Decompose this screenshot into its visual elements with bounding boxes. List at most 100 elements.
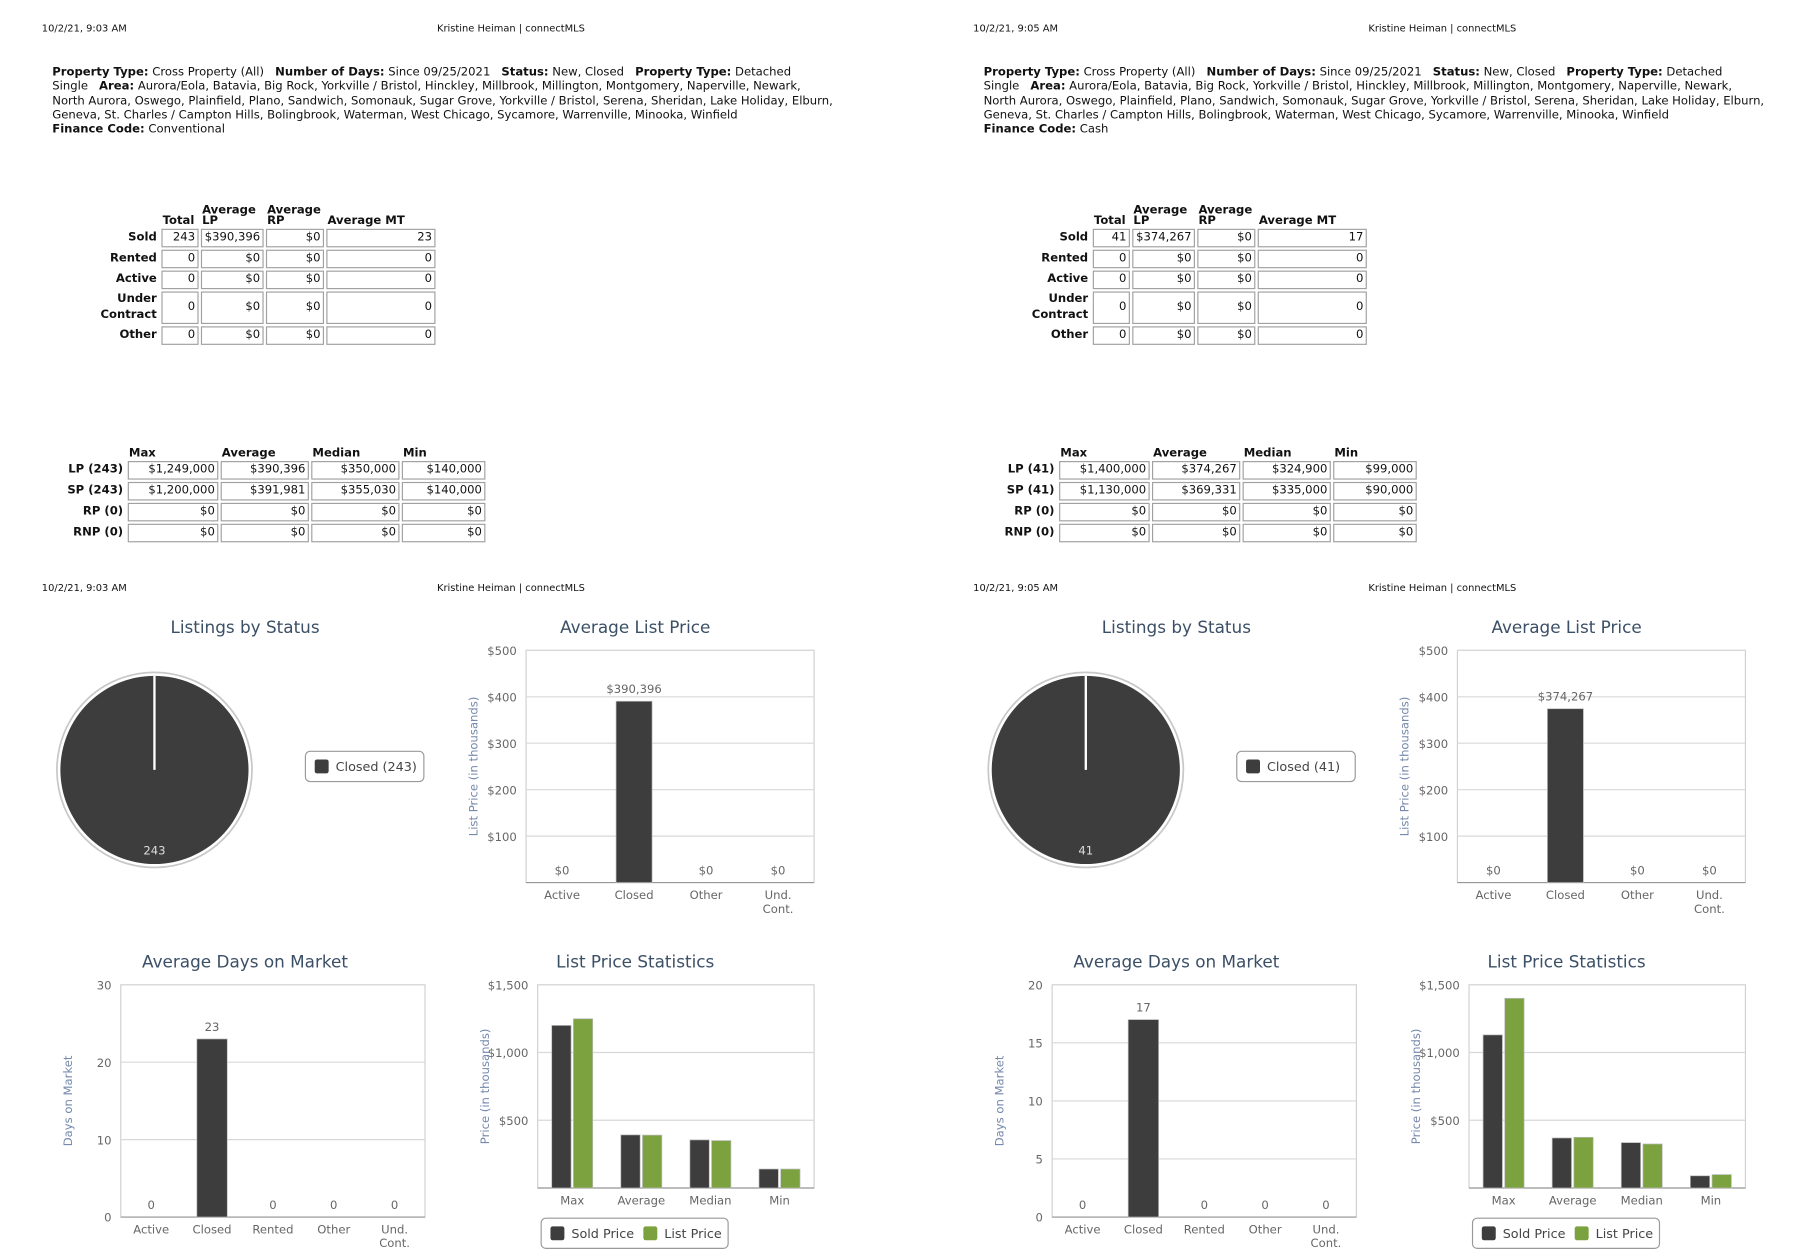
legend-box [304, 750, 425, 783]
chart-title: Average List Price [1491, 617, 1641, 637]
cell: $390,396 [220, 461, 309, 480]
y-tick-label: $400 [1419, 690, 1449, 704]
cell: 0 [161, 326, 199, 345]
cell: $0 [1242, 523, 1331, 543]
y-tick-label: $500 [499, 1114, 529, 1128]
x-tick-label: Min [769, 1193, 790, 1207]
cell: $0 [200, 249, 264, 269]
bar [1482, 1034, 1503, 1189]
bar [573, 1018, 594, 1189]
column-header: Median [1243, 447, 1292, 460]
header-row: Total Average LP Average RP Average MT [55, 205, 436, 228]
plot-frame [1456, 649, 1746, 884]
criterion-value: New, Closed [552, 66, 624, 79]
criterion-label: Status: [501, 66, 549, 79]
criterion-value: Aurora/Eola, Batavia, Big Rock, Yorkvill… [52, 80, 833, 122]
cell: $324,900 [1242, 461, 1331, 480]
cell: $0 [1197, 326, 1256, 345]
cell: $0 [1132, 326, 1195, 345]
cell: 0 [1257, 291, 1367, 324]
x-tick-label: Und. Cont. [379, 1222, 410, 1250]
data-label: $0 [1486, 863, 1501, 877]
column-header: Median [312, 447, 361, 460]
cell: $0 [1242, 502, 1331, 522]
x-tick-label: Rented [1184, 1222, 1225, 1236]
table-row: SP (243) $1,200,000 $391,981 $355,030 $140,0… [60, 481, 486, 501]
y-tick-label: $500 [1419, 644, 1449, 658]
y-axis-title: Days on Market [992, 1055, 1006, 1146]
data-label: 0 [1079, 1198, 1086, 1212]
cell: $0 [401, 523, 486, 543]
row-label: Under Contract [1031, 292, 1089, 322]
criterion-value: Since 09/25/2021 [1319, 66, 1422, 79]
y-tick-label: 10 [1028, 1095, 1043, 1109]
legend-label: List Price [1596, 1227, 1654, 1242]
corner [986, 206, 1091, 227]
cell: $0 [265, 228, 324, 248]
data-label: $390,396 [606, 682, 661, 696]
cell: 0 [326, 249, 436, 269]
data-label: 23 [205, 1020, 220, 1034]
x-tick-label: Max [1492, 1193, 1516, 1207]
table-row: Sold 41 $374,267 $0 17 [986, 228, 1367, 248]
agent: Kristine Heiman | connectMLS [1368, 23, 1517, 35]
cell: 17 [1257, 228, 1367, 248]
chart-title: List Price Statistics [1488, 951, 1646, 971]
criterion-value: Cross Property (All) [1083, 66, 1196, 79]
y-axis-title: Price (in thousands) [1409, 1029, 1423, 1145]
criterion-label: Finance Code: [983, 123, 1077, 137]
legend-swatch [1246, 759, 1260, 774]
price-table: Max Average Median Min LP (41) $1,400,000 $374… [989, 446, 1419, 545]
pie-ring [56, 671, 253, 869]
y-tick-label: $1,500 [1419, 978, 1460, 992]
x-tick-label: Active [133, 1222, 169, 1236]
criterion: Number of Days: Since 09/25/2021 [275, 66, 501, 79]
data-label: 0 [330, 1198, 337, 1212]
criterion-label: Finance Code: [52, 123, 145, 137]
cell: 0 [1257, 249, 1367, 269]
bar [711, 1140, 732, 1189]
cell: $0 [1197, 228, 1256, 248]
legend-swatch [1481, 1226, 1496, 1241]
row-label: Rented [109, 251, 157, 265]
row-label: Other [1050, 328, 1089, 342]
agent: Kristine Heiman | connectMLS [437, 23, 585, 35]
column-header: Min [1334, 447, 1359, 460]
x-tick-label: Active [1065, 1222, 1101, 1236]
column-header: Total [162, 214, 195, 228]
header-row: Max Average Median Min [60, 447, 485, 460]
criterion-value: Detached Single [983, 66, 1723, 94]
cell: $99,000 [1333, 461, 1417, 480]
row-label: Sold [128, 231, 157, 244]
cell: 23 [326, 228, 436, 248]
row-label: Active [115, 272, 157, 286]
x-tick-label: Median [689, 1193, 731, 1207]
column-header: Max [128, 447, 156, 460]
cell: $0 [1132, 270, 1195, 290]
table-row: Sold 243 $390,396 $0 23 [55, 228, 436, 248]
table-row: Under Contract 0 $0 $0 0 [55, 291, 436, 324]
bar [551, 1025, 572, 1189]
legend-box [1236, 750, 1356, 783]
criterion-value: Since 09/25/2021 [388, 66, 491, 79]
y-tick-label: $1,000 [488, 1046, 529, 1060]
cell: $350,000 [311, 461, 400, 480]
cell: $0 [1059, 502, 1150, 522]
criterion: Property Type: Cross Property (All) [984, 66, 1207, 79]
row-label: Rented [1041, 251, 1089, 265]
criterion-label: Area: [99, 80, 135, 94]
data-label: $0 [1702, 863, 1717, 877]
y-tick-label: 20 [97, 1056, 112, 1070]
criterion-label: Property Type: [1566, 66, 1663, 79]
cell: 41 [1092, 228, 1130, 248]
x-tick-label: Closed [193, 1222, 232, 1236]
data-label: 0 [391, 1198, 398, 1212]
cell: $374,267 [1151, 461, 1241, 480]
criterion-label: Property Type: [52, 66, 149, 79]
data-label: $0 [555, 863, 570, 877]
legend-label: List Price [664, 1227, 722, 1242]
x-tick-label: Average [1549, 1193, 1597, 1207]
cell: $1,249,000 [127, 461, 219, 480]
cell: $0 [1132, 249, 1195, 269]
